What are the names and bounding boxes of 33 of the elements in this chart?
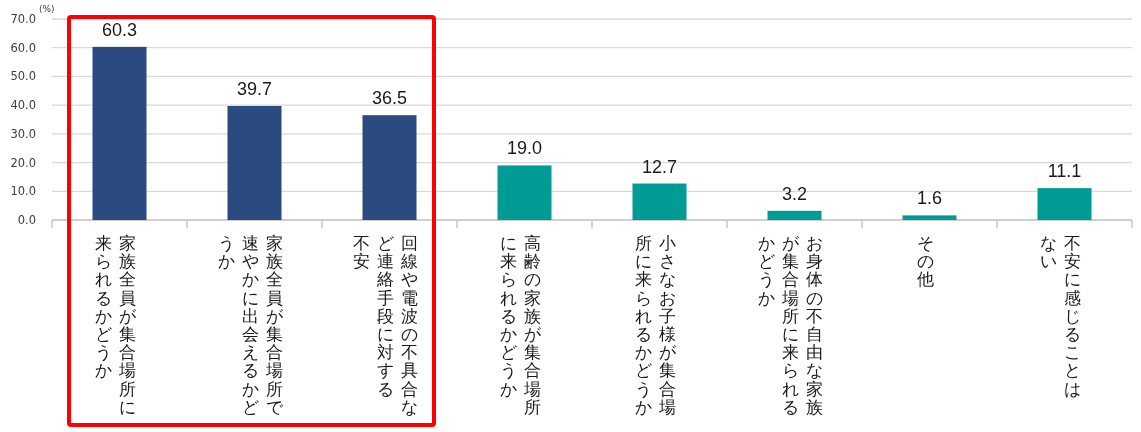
y-tick-label: 40.0 (10, 98, 36, 113)
bar (902, 215, 957, 220)
x-tick-label: お身体の不自由な家族が集合場所に来られるかどうか (757, 234, 824, 419)
bar (92, 46, 147, 220)
y-tick-label: 20.0 (10, 155, 36, 170)
data-label: 39.7 (236, 79, 273, 99)
y-axis-title: (%) (39, 4, 55, 14)
x-tick-label: 不安に感じることはない (1039, 234, 1082, 401)
y-tick-label: 30.0 (10, 126, 36, 141)
data-label: 36.5 (371, 88, 408, 109)
x-tick-label: 小さなお子様が集合場所に来られるかどうか (634, 234, 677, 419)
data-label: 19.0 (506, 138, 543, 159)
y-tick-label: 50.0 (10, 69, 36, 84)
data-label: 1.6 (916, 188, 943, 209)
y-tick-label: 60.0 (10, 40, 36, 55)
bar (497, 165, 552, 220)
data-label: 11.1 (1047, 161, 1082, 182)
y-tick-label: 70.0 (10, 12, 36, 26)
data-label: 60.3 (101, 19, 138, 40)
bar (1037, 188, 1092, 220)
data-label: 12.7 (641, 156, 678, 177)
bar (227, 106, 282, 220)
y-tick-label: 10.0 (10, 184, 36, 199)
bar (632, 183, 687, 220)
x-tick-label: 高齢の家族が集合場所に来られるかどうか (499, 234, 542, 419)
bar (767, 210, 822, 220)
x-tick-label: その他 (916, 234, 935, 292)
x-tick-label: 家族全員が集合場所に来られるかどうか (94, 234, 137, 419)
y-tick-label: 0.0 (17, 213, 36, 227)
x-tick-label: 回線や電波の不具合など連絡手段に対する不安 (352, 234, 419, 419)
x-tick-label: 家族全員が集合場所で速やかに出会えるかどうか (217, 234, 284, 419)
bar (362, 115, 417, 220)
data-label: 3.2 (781, 183, 808, 204)
